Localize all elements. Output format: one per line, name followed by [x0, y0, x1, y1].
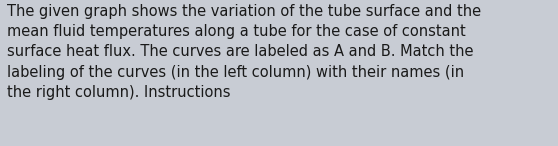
Text: The given graph shows the variation of the tube surface and the
mean fluid tempe: The given graph shows the variation of t… [7, 4, 482, 100]
